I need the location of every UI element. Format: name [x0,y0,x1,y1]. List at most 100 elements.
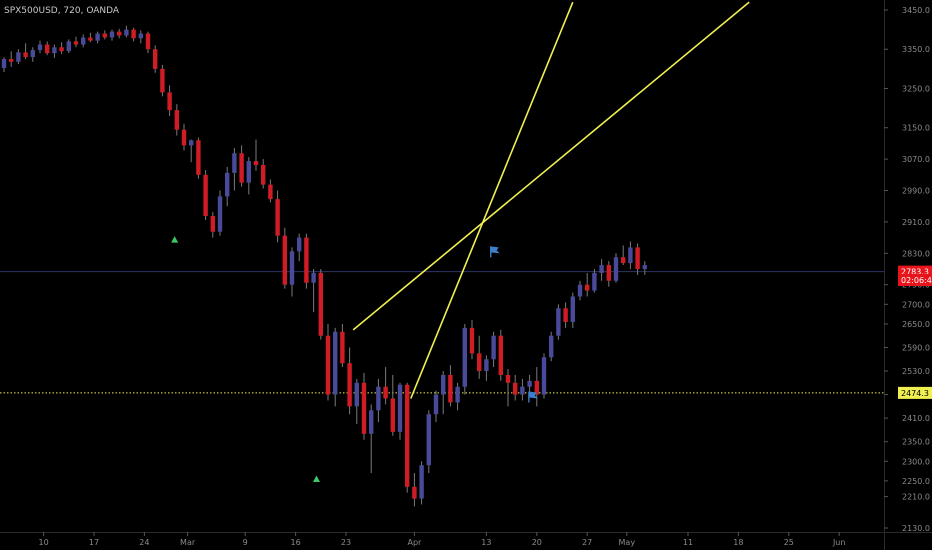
signals-layer [171,236,538,482]
candle [1,57,7,73]
candle-body-down [282,235,287,285]
flag-cloth [490,246,500,254]
candle-body-down [534,380,539,395]
candle-body-down [585,284,590,291]
price-tick-label: 2210.0 [902,493,930,502]
candle-body-down [513,382,518,395]
candle [16,49,21,65]
candle [621,245,626,266]
time-tick-label: Jun [832,538,846,547]
candle-body-down [59,47,64,52]
time-tick-label: 11 [683,538,693,547]
candle [37,40,43,54]
candle [369,404,374,474]
time-tick-label: 16 [291,538,301,547]
candle-body-up [30,50,35,58]
candle [599,259,604,281]
time-tick-label: May [619,538,636,547]
flag-cloth [528,391,538,399]
candle [275,190,280,243]
candle [246,157,251,195]
price-tick-label: 3070.0 [902,155,930,164]
candle [297,233,302,262]
price-tick-label: 2300.0 [902,457,930,466]
candle [289,247,295,297]
candle-body-down [131,29,136,39]
candle [81,34,86,48]
candle [30,47,35,62]
time-tick-label: 17 [89,538,99,547]
candle-body-down [498,335,503,375]
candle [167,85,172,116]
candle [311,269,316,313]
time-tick-label: 25 [784,538,794,547]
candle-body-up [225,172,230,197]
time-tick-label: Mar [180,538,196,547]
price-tick-label: 2350.0 [902,438,930,447]
candle [239,145,244,187]
candle [412,473,417,507]
candle [217,190,223,236]
candle [585,272,590,297]
candle [642,261,647,275]
candle [426,410,431,474]
price-tick-label: 2910.0 [902,218,930,227]
candle-body-down [361,382,367,434]
candle-body-up [354,382,359,407]
candle [181,123,187,151]
candle [333,327,338,407]
candle [477,335,482,379]
candle [325,323,331,401]
candle-body-down [253,161,259,166]
candle-body-down [174,110,179,130]
trendline-1[interactable] [352,1,750,331]
candle-body-down [73,41,79,45]
candle-body-up [217,196,223,232]
candle [361,372,367,440]
candle [390,374,395,436]
candle-body-down [448,374,453,403]
candle-body-down [606,265,611,281]
candle-body-up [81,37,86,45]
trendlines-layer[interactable] [352,1,750,399]
candle-body-down [275,199,280,236]
price-tick-label: 2250.0 [902,477,930,486]
candle-body-up [124,29,129,36]
candle [520,378,525,401]
time-tick-label: 24 [139,538,149,547]
candle-body-up [52,47,57,54]
candle-body-up [455,386,460,403]
candle-body-up [484,359,489,372]
flag-icon [528,391,538,403]
candle [556,304,561,340]
time-tick-label: 10 [39,538,49,547]
candle [606,261,611,287]
candle [354,378,359,425]
candle-body-up [599,265,604,273]
candle-body-down [477,353,482,372]
candle [23,43,28,60]
candle-body-up [419,465,424,499]
candle-body-down [304,237,309,283]
candle-body-up [570,296,575,322]
candle [45,41,50,56]
candle [635,243,640,275]
candle-body-down [88,37,93,41]
price-tick-label: 2410.0 [902,414,930,423]
candle-body-up [628,247,633,264]
time-axis[interactable]: 10 17 24 Mar 9 16 23 Apr 13 20 27 May 11 18 25 Jun [39,532,846,547]
trendline-2[interactable] [410,1,574,399]
candle-body-up [462,327,467,387]
candle [534,367,539,407]
candle [455,382,460,411]
candle [203,170,208,220]
candle [376,378,381,423]
price-tick-label: 3150.0 [902,124,930,133]
candle [268,179,273,203]
candle [613,253,619,283]
time-tick-label: 18 [733,538,743,547]
candle [66,39,71,54]
time-tick-label: 20 [532,538,542,547]
candle-body-down [181,129,187,146]
